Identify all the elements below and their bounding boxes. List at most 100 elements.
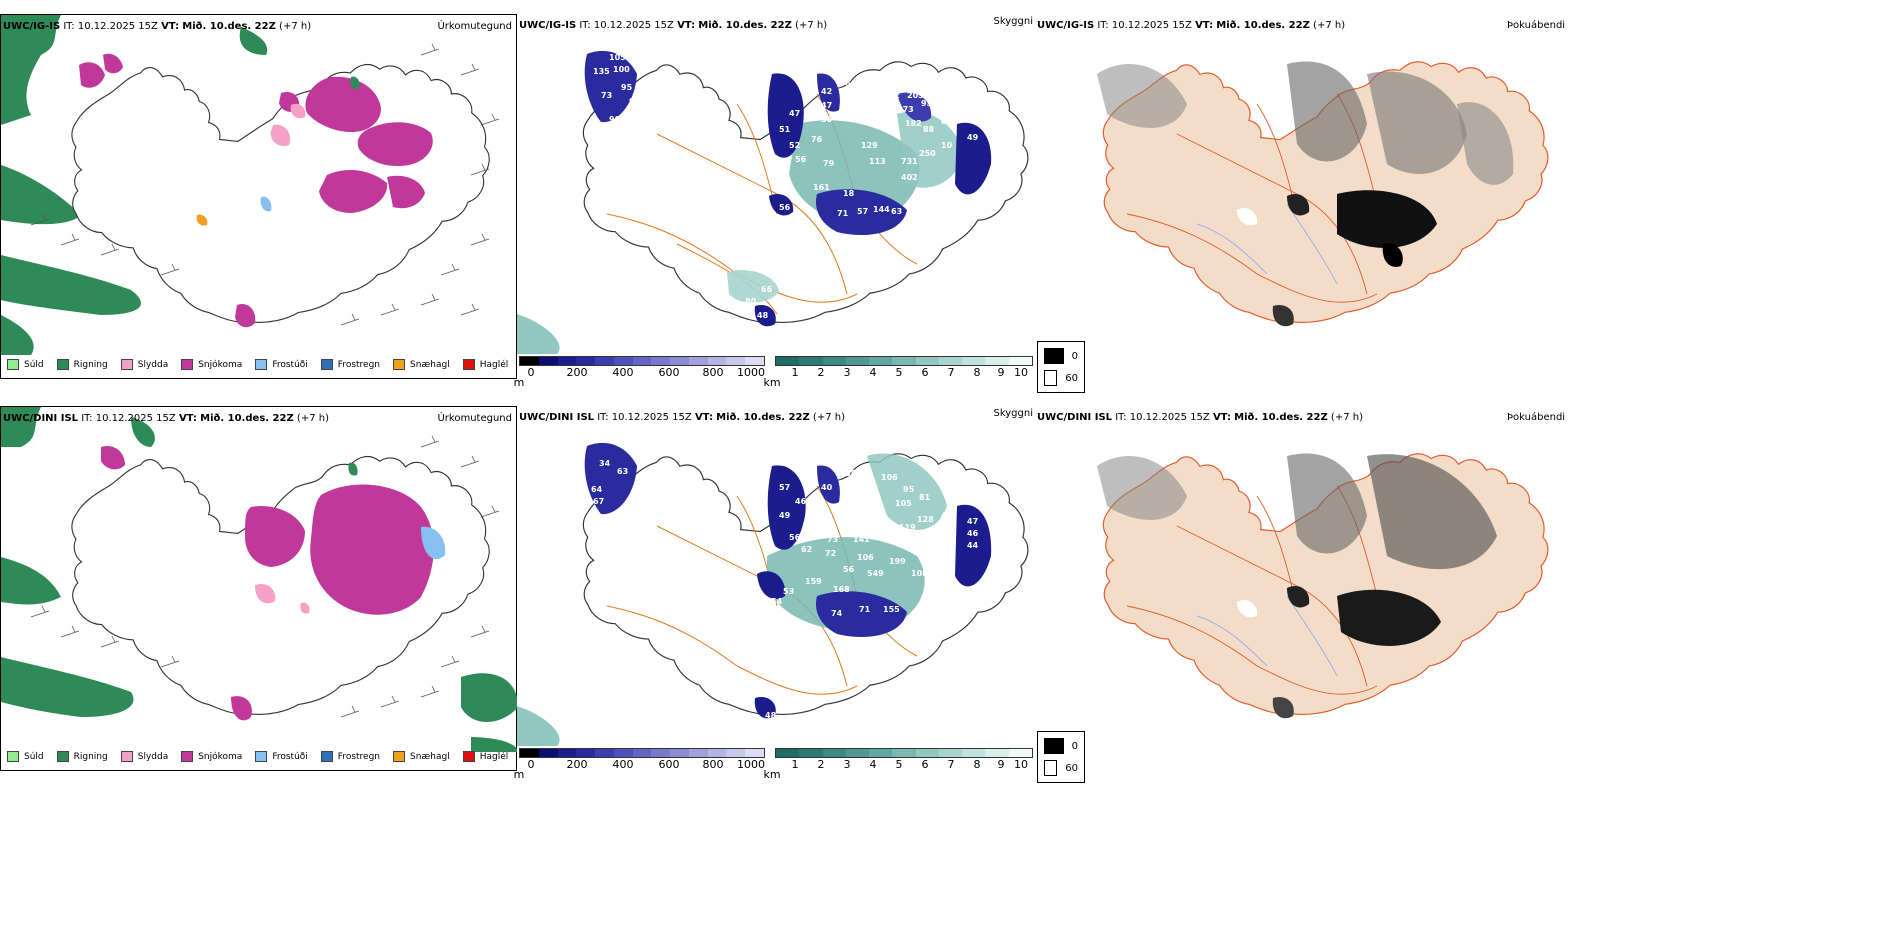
ceiling-label: 205 <box>907 91 924 100</box>
visibility-tick: 5 <box>895 366 903 379</box>
ceiling-label: 48 <box>765 711 777 720</box>
fog-legend-1: 0 60 <box>1037 341 1085 393</box>
fog-legend-item: 0 <box>1044 738 1078 754</box>
ceiling-label: 123 <box>859 505 876 514</box>
visibility-tick: 5 <box>895 758 903 771</box>
fog-map-2 <box>1097 453 1549 719</box>
ceiling-label: 198 <box>893 77 910 86</box>
ceiling-label: 46 <box>967 529 979 538</box>
ceiling-label: 168 <box>833 585 850 594</box>
ceiling-label: 49 <box>779 511 791 520</box>
ceiling-label: 76 <box>811 135 823 144</box>
ceiling-label: 73 <box>827 535 838 544</box>
ceiling-label: 74 <box>831 609 843 618</box>
ceiling-label: 39 <box>849 487 861 496</box>
visibility-tick: 1 <box>791 366 799 379</box>
fog-title: Þokuábendi <box>1507 412 1566 423</box>
ceiling-label: 71 <box>859 605 871 614</box>
panel-header: UWC/DINI ISL IT: 10.12.2025 15Z VT: Mið.… <box>3 413 329 424</box>
ceiling-label: 34 <box>599 459 611 468</box>
legend-item: Frostregn <box>320 359 380 370</box>
ceiling-label: 182 <box>905 119 922 128</box>
ceiling-label: 108 <box>911 569 928 578</box>
ceiling-labels-1: 135 100 105 95 93 73 90 87 51 47 52 56 4… <box>593 53 979 320</box>
ceiling-tick: 400 <box>612 758 634 771</box>
ceiling-label: 84 <box>921 191 933 200</box>
ceiling-label: 79 <box>823 159 835 168</box>
ceiling-visibility-map-2: 34 63 64 67 83 104 57 46 40 49 56 62 73 … <box>517 442 1029 746</box>
precip-type-panel-1: UWC/IG-IS IT: 10.12.2025 15Z VT: Mið. 10… <box>0 14 517 379</box>
ceiling-label: 64 <box>591 485 603 494</box>
ceiling-label: 46 <box>795 497 807 506</box>
ceiling-label: 66 <box>761 285 773 294</box>
visibility-tick: 8 <box>973 758 981 771</box>
panel-header: UWC/IG-IS IT: 10.12.2025 15Z VT: Mið. 10… <box>519 20 828 31</box>
ceiling-label: 202 <box>883 91 900 100</box>
ceiling-label: 54 <box>845 95 857 104</box>
ceiling-label: 42 <box>821 87 832 96</box>
ceiling-label: 129 <box>861 141 878 150</box>
ceiling-label: 105 <box>609 53 626 62</box>
ceiling-tick: 0 <box>527 758 535 771</box>
legend-item: Frostregn <box>320 751 380 762</box>
ceiling-label: 106 <box>857 553 874 562</box>
ceiling-label: 67 <box>593 497 604 506</box>
ceiling-label: 173 <box>897 105 914 114</box>
legend-item: Snjókoma <box>181 359 242 370</box>
fog-legend-2: 0 60 <box>1037 731 1085 783</box>
ceiling-label: 85 <box>929 207 941 216</box>
ceiling-label: 83 <box>941 529 952 538</box>
visibility-tick: 1 <box>791 758 799 771</box>
visibility-tick: 2 <box>817 758 825 771</box>
visibility-tick: 3 <box>843 758 851 771</box>
legend-item: Frostúði <box>255 359 308 370</box>
panel-header: UWC/IG-IS IT: 10.12.2025 15Z VT: Mið. 10… <box>1037 20 1346 31</box>
ceiling-label: 73 <box>601 91 612 100</box>
fog-map-1 <box>1097 61 1549 327</box>
ceiling-label: 62 <box>801 545 812 554</box>
ceiling-visibility-map-1: 135 100 105 95 93 73 90 87 51 47 52 56 4… <box>517 50 1029 354</box>
panel-header: UWC/DINI ISL IT: 10.12.2025 15Z VT: Mið.… <box>519 412 845 423</box>
legend-item: Haglél <box>462 751 508 762</box>
ceiling-label: 95 <box>903 485 915 494</box>
ceiling-label: 47 <box>967 517 978 526</box>
legend-item: Súld <box>7 359 44 370</box>
precip-type-title: Úrkomutegund <box>437 413 512 424</box>
visibility-colorbar: km 1 2 3 4 5 6 7 8 9 10 <box>763 748 1033 781</box>
visibility-tick: 10 <box>1014 758 1028 771</box>
ceiling-label: 71 <box>837 209 849 218</box>
fog-title: Þokuábendi <box>1507 20 1566 31</box>
ceiling-label: 87 <box>781 185 792 194</box>
ceiling-label: 108 <box>733 195 750 204</box>
visibility-tick: 9 <box>997 366 1005 379</box>
ceiling-label: 45 <box>941 511 953 520</box>
ceiling-label: 141 <box>853 535 870 544</box>
ceiling-label: 161 <box>813 183 830 192</box>
ceiling-label: 55 <box>845 469 857 478</box>
ceiling-visibility-panel-1: 135 100 105 95 93 73 90 87 51 47 52 56 4… <box>514 14 1037 389</box>
ceiling-tick: 600 <box>658 366 680 379</box>
ceiling-label: 185 <box>857 109 874 118</box>
ceiling-label: 81 <box>919 493 931 502</box>
ceiling-visibility-panel-2: 34 63 64 67 83 104 57 46 40 49 56 62 73 … <box>514 406 1037 781</box>
ceiling-label: 56 <box>789 533 801 542</box>
visibility-tick: 4 <box>869 758 877 771</box>
ceiling-label: 199 <box>889 557 906 566</box>
ceiling-label: 100 <box>613 65 630 74</box>
ceiling-label: 56 <box>843 565 855 574</box>
ceiling-label: 30 <box>901 221 913 230</box>
fog-legend-item: 60 <box>1044 370 1078 386</box>
ceiling-label: 62 <box>789 193 800 202</box>
ceiling-label: 66 <box>845 79 857 88</box>
ceiling-label: 104 <box>631 537 648 546</box>
ceiling-tick: 200 <box>566 366 588 379</box>
visibility-tick: 2 <box>817 366 825 379</box>
ceiling-unit: m <box>513 376 525 389</box>
fog-panel-1: 0 60 UWC/IG-IS IT: 10.12.2025 15Z VT: Mi… <box>1037 14 1900 393</box>
ceiling-label: 18 <box>843 189 855 198</box>
ceiling-label: 80 <box>745 297 757 306</box>
visibility-tick: 7 <box>947 366 955 379</box>
ceiling-label: 250 <box>919 149 936 158</box>
ceiling-label: 549 <box>867 569 884 578</box>
ceiling-label: 144 <box>873 205 890 214</box>
